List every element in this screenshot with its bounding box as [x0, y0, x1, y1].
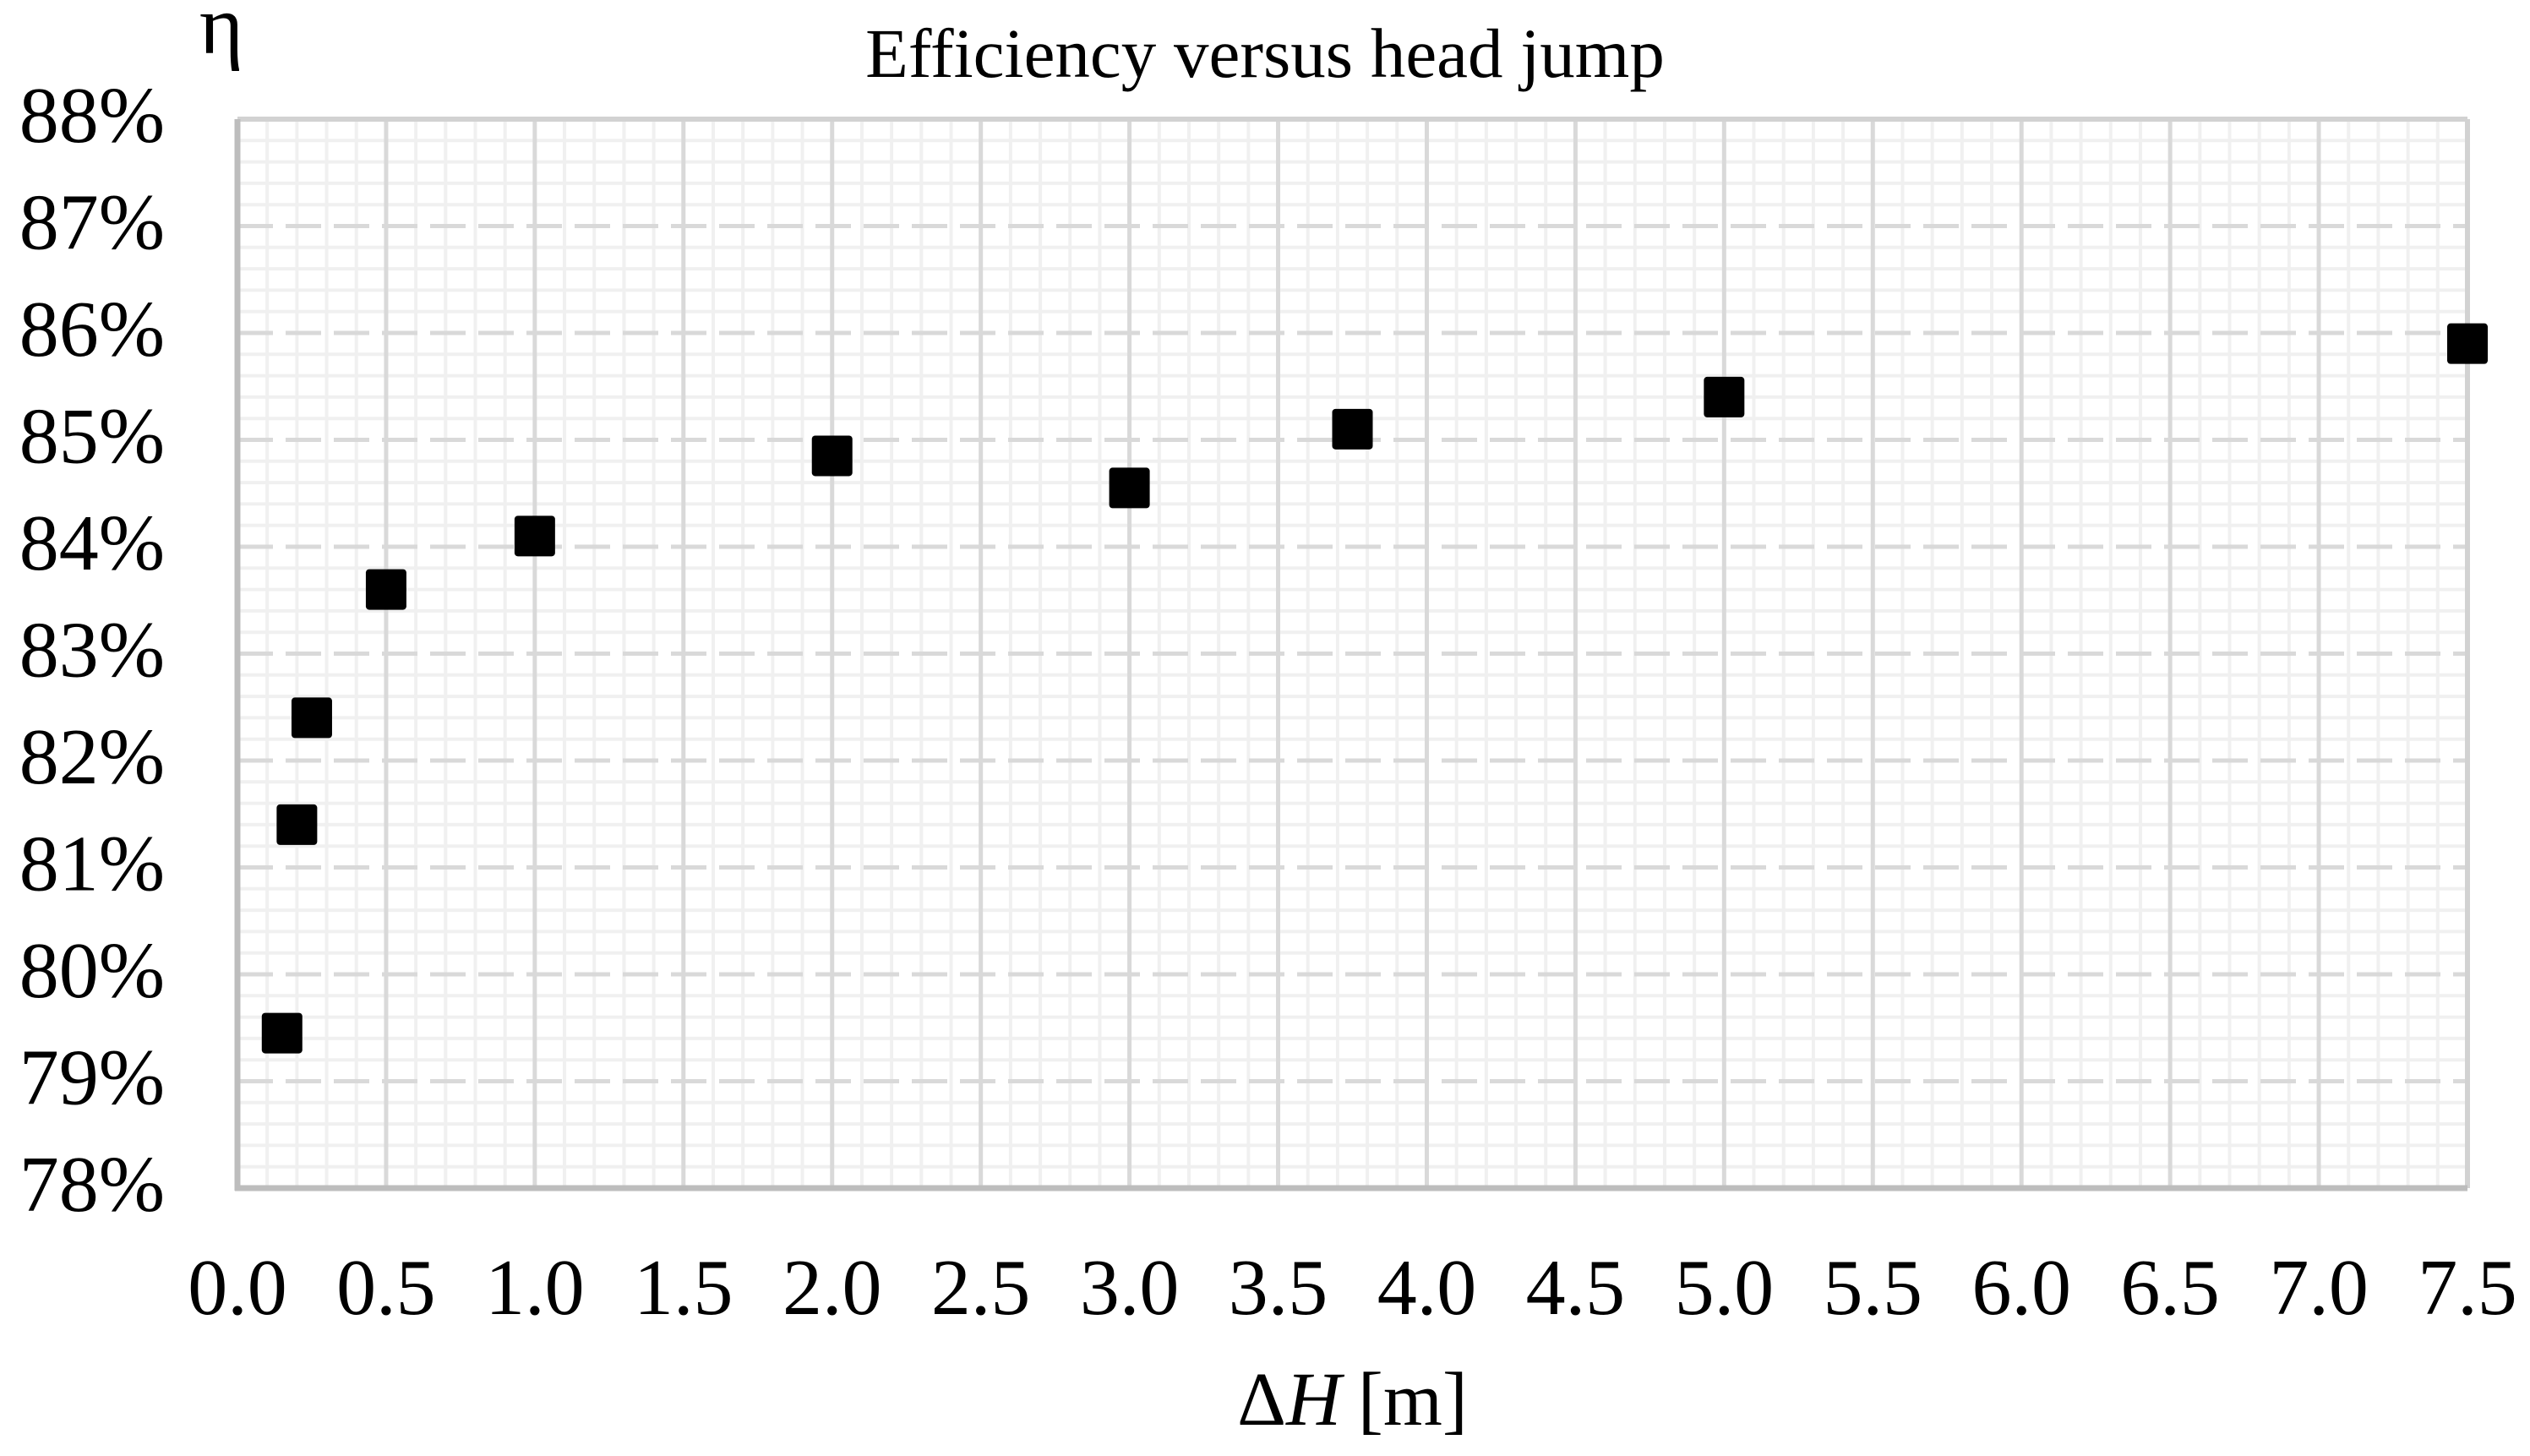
y-tick-label: 78%	[19, 1141, 165, 1229]
y-tick-label: 87%	[19, 179, 165, 267]
x-tick-label: 3.0	[1080, 1244, 1180, 1332]
y-tick-label: 80%	[19, 927, 165, 1015]
head-jump-variable: H	[1286, 1358, 1342, 1442]
y-tick-label: 82%	[19, 713, 165, 801]
x-tick-label: 0.0	[188, 1244, 287, 1332]
data-point-marker	[1109, 467, 1150, 509]
x-tick-label: 2.5	[931, 1244, 1031, 1332]
data-point-marker	[2447, 323, 2488, 364]
x-tick-label: 7.0	[2269, 1244, 2369, 1332]
y-tick-label: 88%	[19, 72, 165, 160]
x-tick-label: 4.0	[1377, 1244, 1477, 1332]
y-tick-label: 84%	[19, 499, 165, 587]
y-tick-label: 86%	[19, 286, 165, 374]
x-tick-label: 6.5	[2120, 1244, 2220, 1332]
x-tick-label: 6.0	[1971, 1244, 2071, 1332]
chart-title: Efficiency versus head jump	[865, 14, 1665, 92]
x-tick-label: 5.5	[1824, 1244, 1923, 1332]
y-tick-label: 85%	[19, 393, 165, 481]
y-axis-symbol: η	[199, 0, 244, 72]
y-tick-label: 81%	[19, 821, 165, 908]
y-tick-label: 79%	[19, 1034, 165, 1122]
data-point-marker	[261, 1012, 303, 1054]
x-tick-label: 0.5	[336, 1244, 436, 1332]
data-point-marker	[811, 435, 853, 477]
x-tick-label: 1.0	[485, 1244, 585, 1332]
y-tick-label: 83%	[19, 607, 165, 695]
x-tick-label: 1.5	[634, 1244, 733, 1332]
x-tick-label: 7.5	[2418, 1244, 2517, 1332]
x-tick-label: 4.5	[1526, 1244, 1626, 1332]
data-point-marker	[291, 697, 332, 739]
data-point-marker	[1332, 408, 1373, 450]
x-tick-label: 5.0	[1675, 1244, 1775, 1332]
data-point-marker	[276, 804, 318, 845]
x-tick-label: 3.5	[1229, 1244, 1328, 1332]
data-point-marker	[365, 569, 406, 610]
x-axis-title: ΔH [m]	[237, 1362, 2467, 1438]
data-point-marker	[514, 515, 555, 557]
data-point-marker	[1704, 376, 1745, 417]
x-tick-label: 2.0	[782, 1244, 882, 1332]
delta-symbol: Δ	[1237, 1358, 1287, 1442]
unit-label: [m]	[1357, 1358, 1468, 1442]
